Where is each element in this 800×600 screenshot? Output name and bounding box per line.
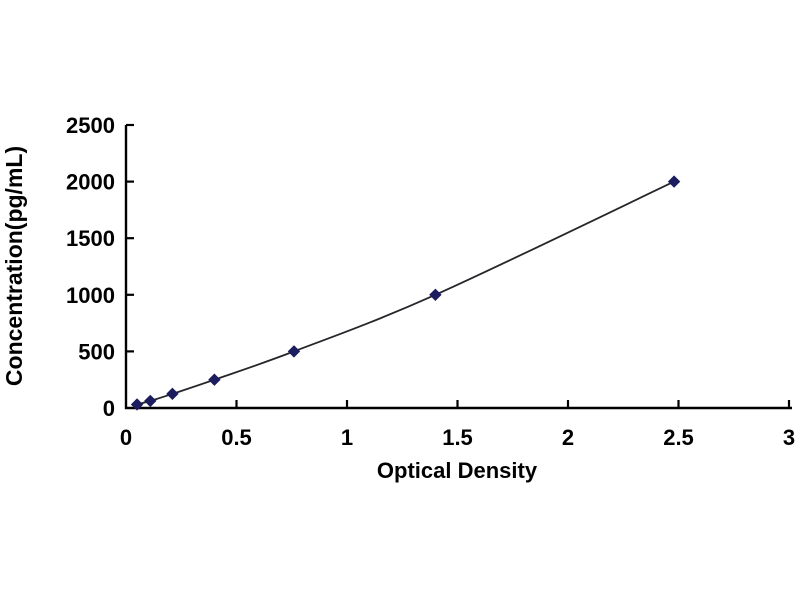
- x-tick-label: 2: [562, 425, 574, 450]
- y-tick-label: 0: [103, 396, 115, 421]
- data-point-marker: [208, 373, 221, 386]
- y-tick-label: 1000: [66, 283, 115, 308]
- y-tick-label: 1500: [66, 226, 115, 251]
- data-point-marker: [166, 387, 179, 401]
- x-tick-label: 1: [341, 425, 353, 450]
- data-point-marker: [429, 288, 442, 302]
- y-axis-title: Concentration(pg/mL): [1, 146, 27, 386]
- data-point-marker: [287, 345, 301, 358]
- x-tick-label: 0: [120, 425, 132, 450]
- data-point-marker: [130, 398, 144, 411]
- data-point-marker: [144, 394, 157, 408]
- data-point-marker: [667, 175, 681, 188]
- x-tick-label: 1.5: [442, 425, 473, 450]
- standard-curve-line: [136, 180, 675, 406]
- x-axis-title: Optical Density: [377, 458, 538, 483]
- plot-area: 0 0.5 1 1.5 2 2.5 3 0 500 1000 1500 2000 2500: [66, 113, 795, 450]
- axis-lines: [124, 125, 792, 410]
- y-tick-label: 2500: [66, 113, 115, 138]
- y-tick-label: 500: [78, 339, 115, 364]
- y-tick-label: 2000: [66, 170, 115, 195]
- x-tick-label: 0.5: [221, 425, 252, 450]
- x-tick-label: 3: [783, 425, 795, 450]
- x-tick-label: 2.5: [663, 425, 694, 450]
